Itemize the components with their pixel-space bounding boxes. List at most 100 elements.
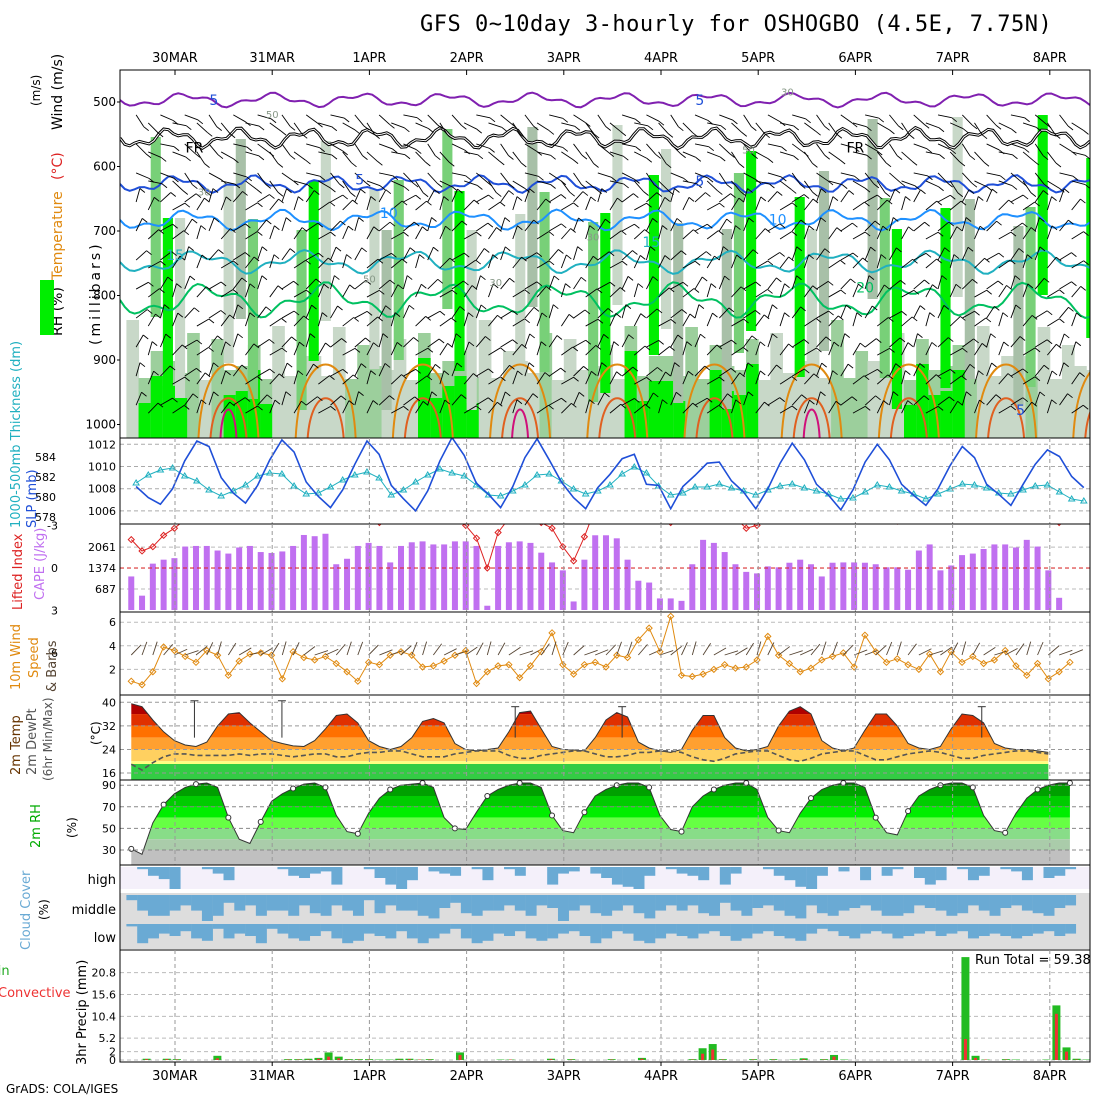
wind-barb [391, 122, 405, 129]
cloud-middle-cell [439, 895, 451, 908]
wind-barb [913, 279, 925, 290]
wind-barb [731, 318, 744, 327]
rh-tick-label: 50 [102, 822, 116, 835]
cloud-low-cell [201, 924, 213, 941]
wind-barb [488, 376, 501, 385]
wind-barb-flag [545, 286, 552, 291]
wind-barb-flag [366, 311, 373, 316]
rh-high-band [150, 376, 164, 438]
wind-barb-flag [889, 129, 895, 135]
wind-barb [220, 151, 234, 160]
wind-barb [160, 192, 172, 203]
wind-barb-flag [141, 218, 148, 223]
wind-barb-flag [394, 312, 401, 317]
precip-tick-label: 0 [109, 1054, 116, 1067]
wind-barb-flag [1022, 194, 1029, 200]
rh-low-band [320, 376, 334, 438]
wind-barb [269, 198, 279, 211]
wind-barb-flag [582, 191, 589, 196]
wind-barb-flag [439, 310, 446, 316]
wind-barb-flag [1051, 225, 1058, 231]
cloud-low-cell [180, 924, 192, 932]
rh-low-band [867, 361, 881, 438]
wind-barb [524, 143, 538, 152]
thickness-point [168, 464, 177, 471]
wind-barb [160, 365, 171, 377]
li-point [548, 524, 556, 532]
wind-barb [998, 151, 1013, 156]
wind-barb [621, 172, 635, 180]
cloud-low-cell [493, 924, 505, 934]
rh-mid-band [648, 175, 659, 355]
cloud-low-cell [762, 924, 774, 932]
wind-speed-point [785, 659, 794, 668]
li-tick-label: 3 [51, 605, 58, 618]
wind-barb-flag [509, 277, 515, 283]
wind-barb-flag [573, 376, 579, 382]
wind-barb-flag [740, 191, 746, 196]
wind-barb-flag [1080, 198, 1086, 204]
wind-barb-flag [901, 310, 907, 316]
wind-barb [560, 254, 567, 269]
li-point [225, 517, 231, 523]
wind-barb [500, 143, 509, 156]
cloud-low-cell [266, 924, 278, 929]
wind-barb [876, 199, 888, 211]
temp-unit-label: (°C) [89, 721, 103, 745]
date-label-top: 7APR [936, 51, 970, 66]
wind-barb-flag [558, 249, 564, 254]
cape-bar [689, 564, 696, 610]
cape-bar [613, 538, 620, 610]
wind-barb [330, 194, 343, 203]
rh-low-band [563, 339, 577, 438]
wind-barb [609, 197, 618, 211]
wind-barb [245, 376, 258, 385]
wind-barb [767, 277, 777, 290]
wind-barb [330, 220, 341, 232]
cloud-middle-cell [547, 895, 559, 908]
wind-speed-point [462, 646, 470, 655]
wind-barb [354, 247, 363, 261]
wind-barb [257, 143, 270, 153]
temp-color-band [131, 714, 1049, 726]
thickness-point [132, 479, 141, 486]
wind-barb-flag [772, 333, 778, 339]
wind-speed-point [494, 662, 502, 670]
wind-barb [974, 122, 983, 135]
wind-barb-flag [706, 397, 713, 403]
wind-barb [1034, 246, 1041, 261]
rh-point [1034, 786, 1041, 793]
wind-barb-flag [505, 246, 511, 252]
wind-barb [791, 194, 805, 203]
wind-barb [245, 151, 260, 157]
wind-barb-flag [560, 223, 567, 229]
temp-color-band [131, 703, 1049, 715]
cape-bar [203, 545, 210, 610]
cloud-middle-cell [320, 895, 332, 916]
wind-barb [220, 260, 234, 269]
cloud-high-cell [892, 867, 904, 870]
cloud-low-cell [590, 924, 602, 944]
wind-barb-flag [712, 312, 718, 318]
date-label-bottom: 1APR [352, 1069, 386, 1084]
wind-barb [293, 341, 300, 356]
cloud-high-cell [676, 867, 688, 874]
contour-magenta [1095, 410, 1100, 439]
wind-barb-flag [433, 246, 439, 252]
wind-barb-flag [331, 126, 338, 132]
wind-barb [755, 180, 770, 185]
wind-barb-flag [732, 119, 738, 125]
wind-barb [998, 122, 1012, 130]
wind-barb-flag [533, 125, 539, 131]
wind-barb [512, 344, 523, 356]
wind-barb [840, 172, 855, 177]
cloud-middle-cell [719, 895, 731, 903]
wind-barb-flag [340, 395, 347, 401]
wind-barb [633, 255, 641, 269]
wind-barb [901, 289, 915, 298]
wind-barb [208, 217, 215, 232]
wind-barb [864, 194, 878, 203]
wind-barb-10m [379, 649, 393, 656]
wind-barb [852, 342, 861, 356]
